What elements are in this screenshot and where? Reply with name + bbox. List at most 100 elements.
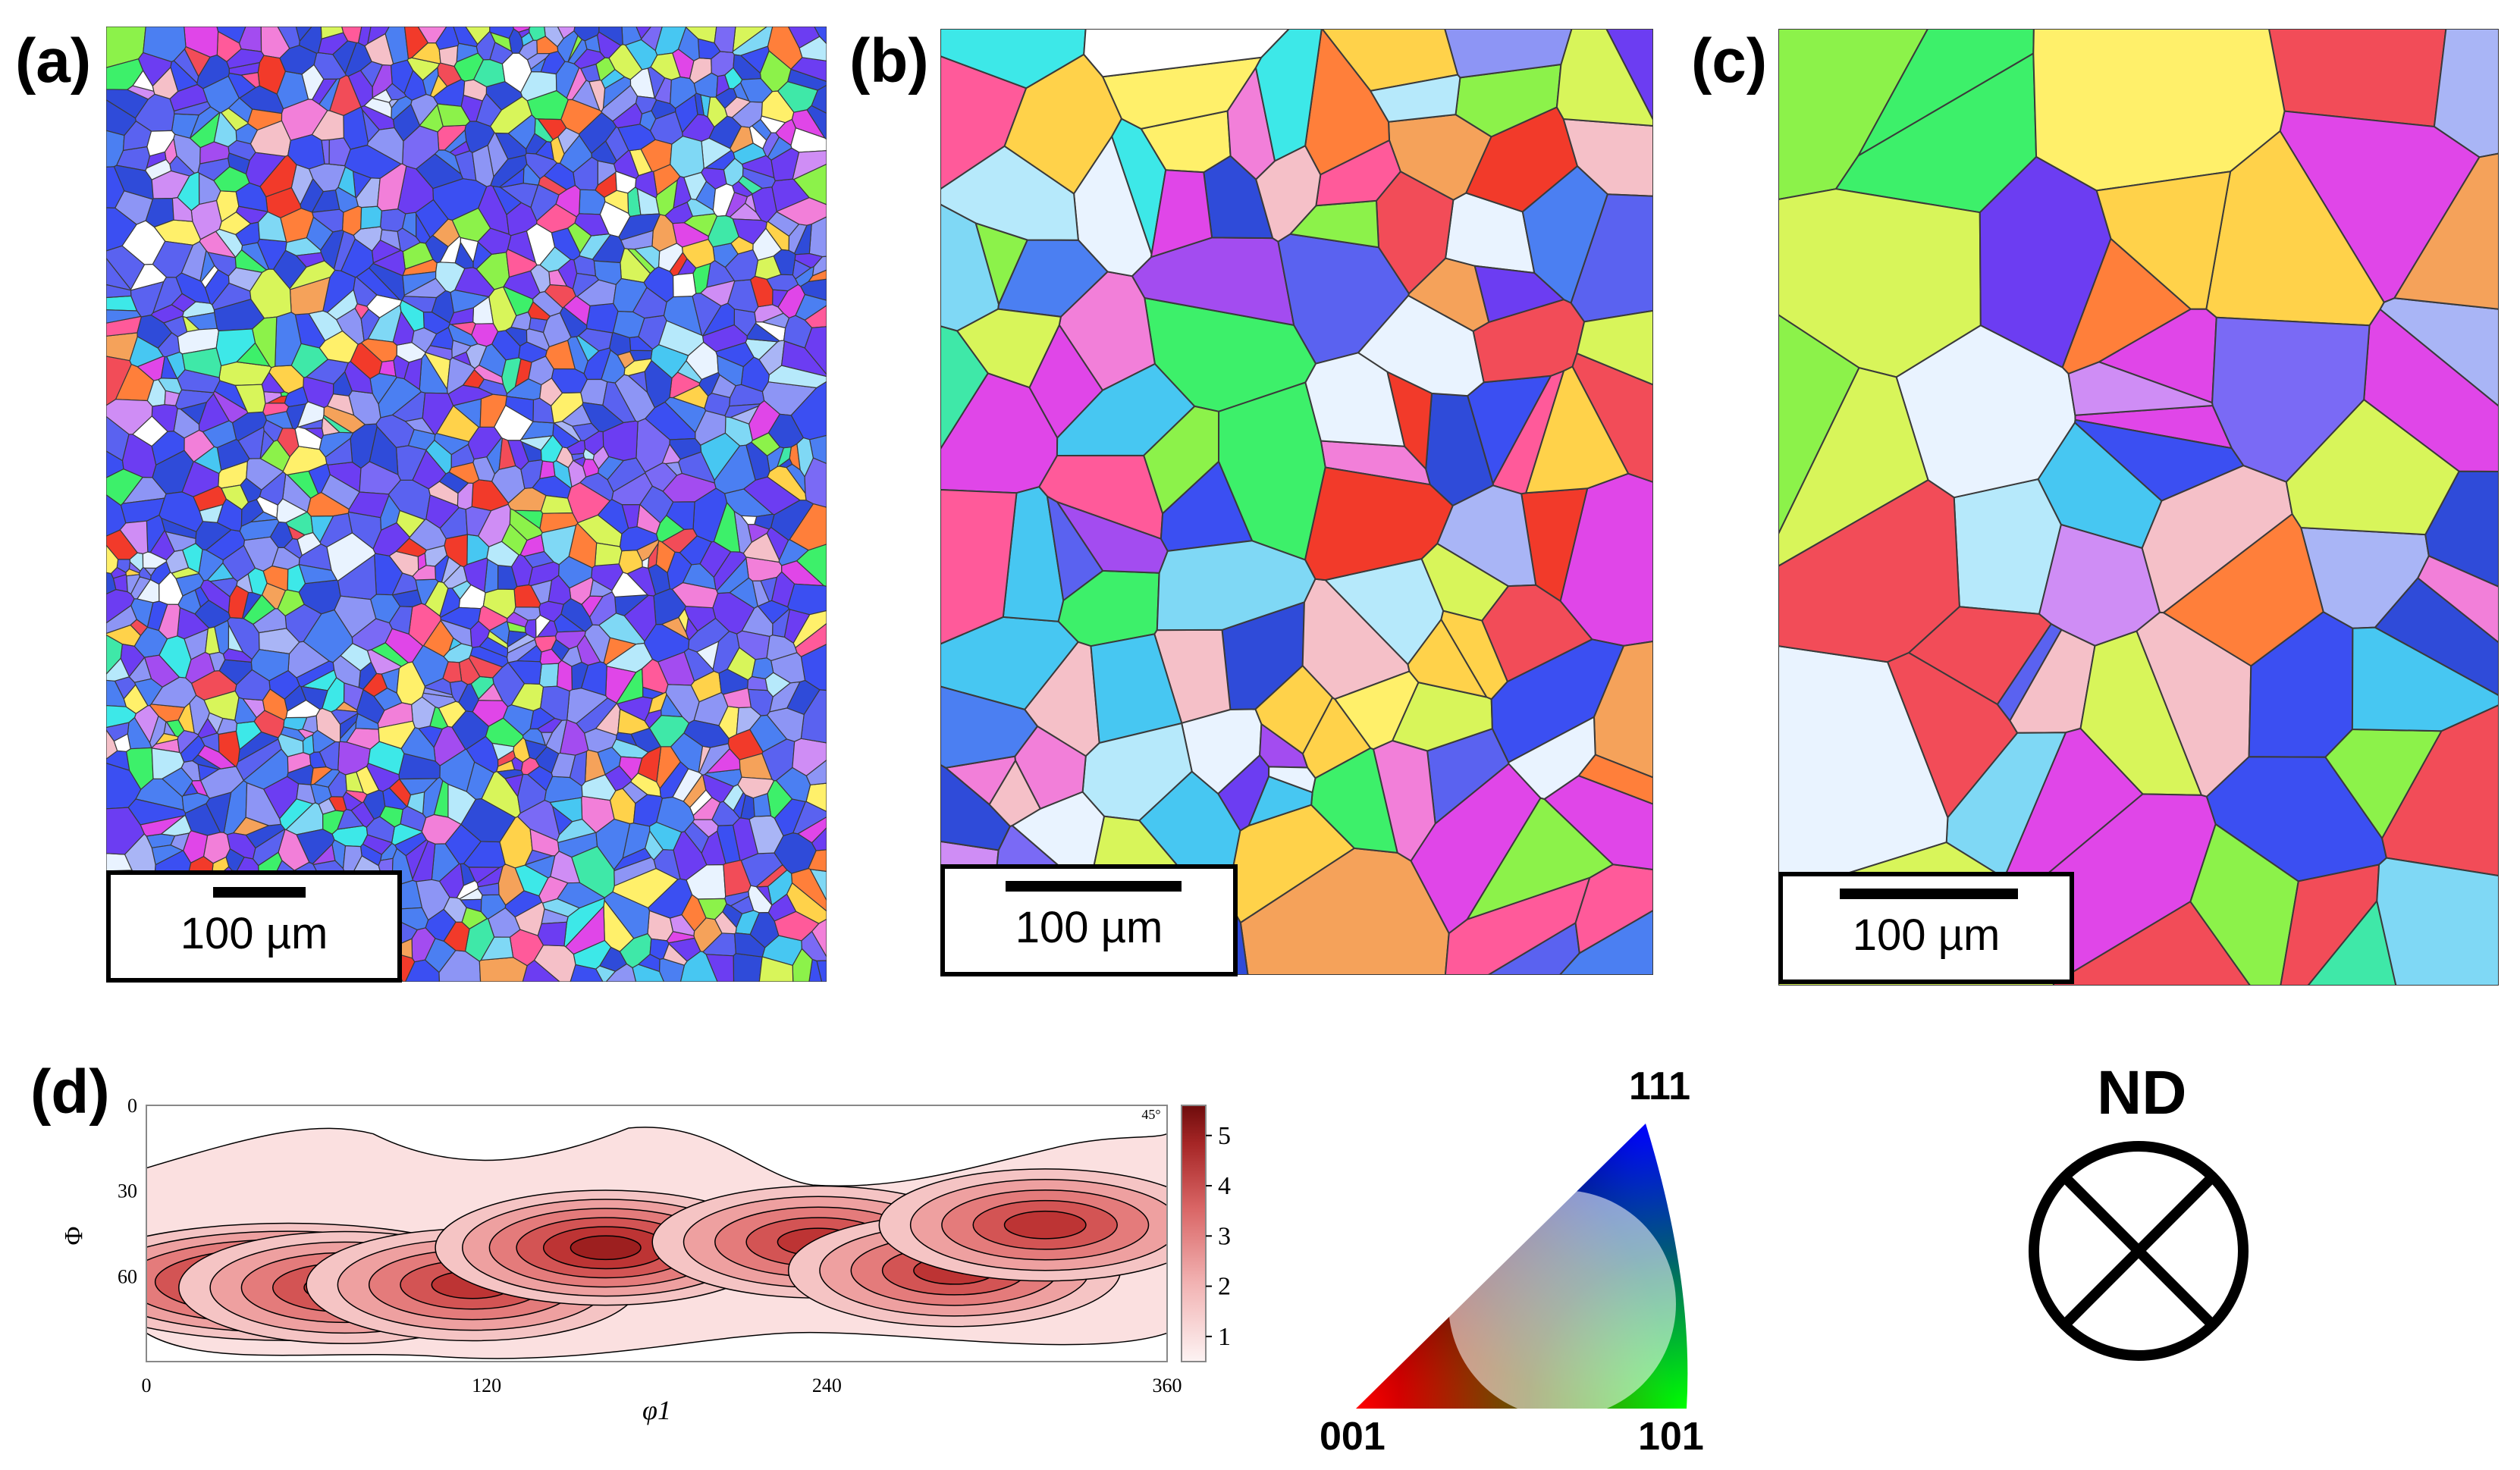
grain <box>173 133 201 174</box>
grain <box>764 672 791 697</box>
scale-bar <box>1840 889 2018 899</box>
grain <box>775 118 796 146</box>
grain <box>202 75 240 114</box>
grain <box>425 440 452 475</box>
grain <box>653 849 681 880</box>
scale-bar <box>213 887 306 898</box>
grain <box>322 810 345 835</box>
grain <box>525 152 558 180</box>
grain <box>411 327 438 353</box>
ebsd-map-b <box>940 29 1653 975</box>
grain <box>811 827 827 851</box>
grain <box>106 807 145 855</box>
grain <box>537 118 567 140</box>
grain <box>370 594 400 624</box>
grain <box>504 774 524 798</box>
scale-label: 100 µm <box>1015 903 1163 952</box>
grain <box>247 108 283 131</box>
grain <box>749 911 780 948</box>
grain <box>629 349 653 362</box>
grain <box>1543 775 1653 870</box>
grain <box>490 96 532 134</box>
grain <box>363 97 392 118</box>
plot-frame <box>146 1105 1168 1362</box>
grain <box>456 880 479 900</box>
grain <box>714 444 756 494</box>
grain <box>612 310 645 338</box>
grain <box>151 748 185 779</box>
grain <box>746 322 780 343</box>
grain <box>711 801 740 826</box>
grain <box>588 591 617 626</box>
panel-label-b: (b) <box>849 27 929 96</box>
grain <box>792 948 813 982</box>
grain <box>664 396 707 434</box>
grain <box>440 619 472 647</box>
grain <box>401 296 438 313</box>
grain <box>767 413 804 449</box>
grain <box>294 426 322 450</box>
grain <box>149 704 186 722</box>
grain <box>601 349 626 384</box>
colorbar-tick-label: 3 <box>1218 1222 1231 1250</box>
grain <box>714 27 736 53</box>
odf-chart: 0 120 240 360 0 30 60 45° Φ φ1 1 2 3 4 5 <box>0 1046 1289 1470</box>
grain <box>134 93 175 132</box>
grain <box>569 751 588 787</box>
colorbar-tick-label: 2 <box>1218 1273 1231 1301</box>
ipf-label-001: 001 <box>1320 1415 1386 1459</box>
grain <box>373 688 403 711</box>
grain <box>766 635 798 662</box>
grain <box>755 864 788 888</box>
grain <box>670 136 705 178</box>
grain <box>1304 466 1454 581</box>
grain <box>567 459 587 487</box>
grain <box>271 547 300 570</box>
grain <box>247 567 268 596</box>
grain <box>121 220 166 265</box>
odf-peak-contour <box>1003 1210 1087 1240</box>
grain <box>150 676 197 708</box>
grain <box>708 215 739 248</box>
grain <box>678 608 689 633</box>
colorbar-tick-label: 1 <box>1218 1323 1231 1351</box>
grain <box>2211 316 2371 483</box>
grain <box>322 414 353 434</box>
grain <box>805 759 827 785</box>
grain <box>601 69 626 89</box>
grain <box>749 714 788 753</box>
nd-cross-circle-icon <box>2029 1141 2249 1361</box>
odf-y-tick: 60 <box>118 1265 137 1287</box>
grain <box>571 845 615 898</box>
grain <box>585 302 619 334</box>
grain <box>434 149 462 174</box>
grain <box>209 577 238 597</box>
grain <box>366 649 402 675</box>
grain <box>479 957 528 982</box>
grain <box>528 356 554 386</box>
grain <box>340 713 359 739</box>
grain <box>776 197 827 226</box>
grain <box>430 74 448 98</box>
grain <box>437 103 471 127</box>
grain <box>422 392 454 435</box>
grain <box>171 196 193 222</box>
grain <box>243 536 279 572</box>
grain <box>666 501 695 531</box>
grain <box>1979 155 2112 368</box>
grain <box>342 791 362 811</box>
grain <box>113 733 131 752</box>
grain <box>1996 623 2063 722</box>
odf-x-tick: 0 <box>142 1374 152 1396</box>
grain <box>510 554 533 588</box>
nd-label: ND <box>2097 1058 2187 1127</box>
grain <box>707 96 728 128</box>
grain <box>443 896 467 923</box>
grain <box>298 564 337 585</box>
grain <box>696 641 720 670</box>
grain <box>106 284 132 299</box>
grain <box>196 54 230 89</box>
grain <box>432 218 460 247</box>
grain <box>252 316 278 368</box>
grain <box>258 211 287 243</box>
